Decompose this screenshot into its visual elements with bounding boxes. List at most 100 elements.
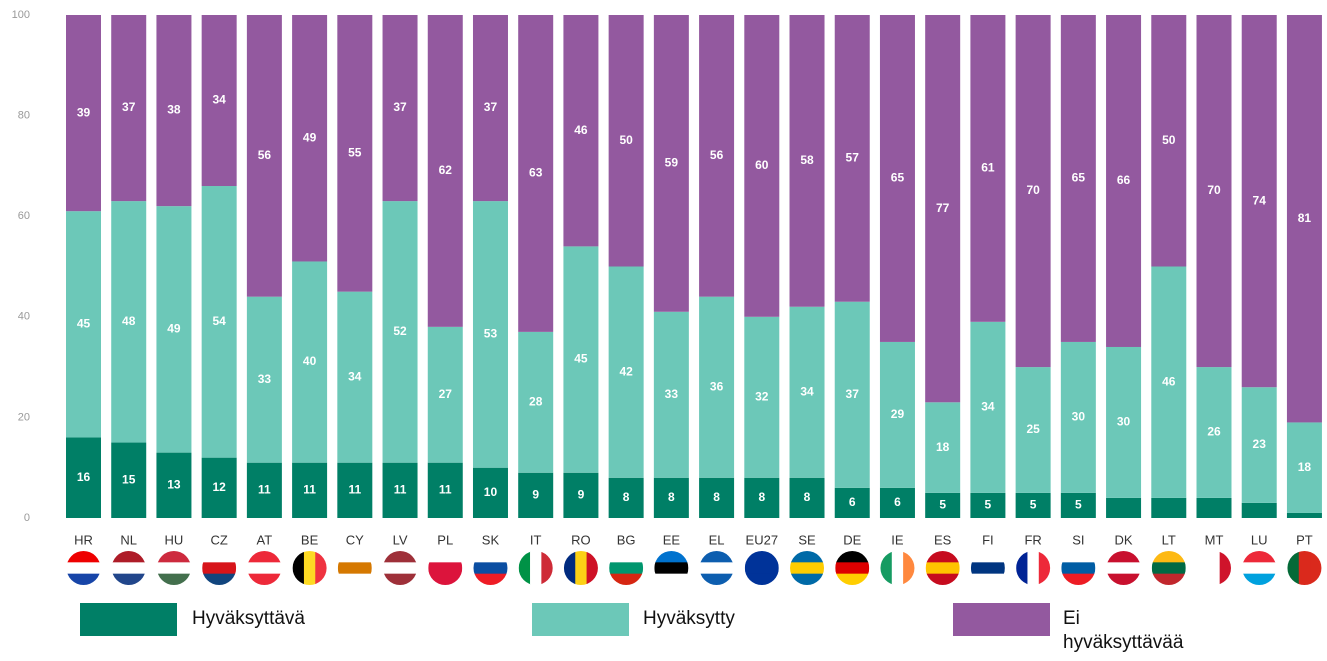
value-label: 46 [574, 123, 588, 137]
flag-stripe [518, 551, 531, 585]
legend-swatch [532, 603, 629, 636]
flag-stripe [1219, 551, 1231, 585]
bar-segment [111, 442, 147, 518]
value-label: 28 [529, 394, 543, 408]
flag-stripe [925, 562, 960, 575]
flag-stripe [428, 551, 463, 563]
bar-segment [653, 15, 689, 312]
bar-segment [744, 15, 780, 317]
bar-segment [970, 15, 1006, 322]
value-label: 9 [578, 488, 585, 502]
flag-stripe [575, 551, 588, 585]
flag-stripe [428, 562, 463, 575]
value-label: 37 [393, 100, 407, 114]
value-label: 34 [981, 400, 995, 414]
flag-stripe [473, 562, 508, 575]
flag [609, 551, 644, 585]
bar-segment [1060, 15, 1096, 342]
bar-segment [970, 492, 1006, 518]
flag-stripe [744, 562, 779, 575]
value-label: 56 [258, 148, 272, 162]
x-tick-label: EU27 [746, 532, 779, 547]
value-label: 48 [122, 314, 136, 328]
flag-stripe [541, 551, 553, 585]
flag [247, 551, 282, 585]
value-label: 53 [484, 327, 498, 341]
x-tick-label: IT [530, 532, 542, 547]
value-label: 46 [1162, 374, 1176, 388]
value-label: 39 [77, 105, 91, 119]
flag-stripe [1106, 562, 1141, 575]
flag [835, 551, 870, 585]
bar-segment [518, 15, 554, 332]
bar-segment [789, 15, 825, 307]
bar-segment [382, 462, 418, 518]
bar-segment [879, 15, 915, 342]
flag-stripe [925, 551, 960, 563]
bar-segment [201, 15, 237, 187]
flag-stripe [609, 562, 644, 575]
flag-stripe [790, 573, 825, 585]
flag-stripe [156, 573, 191, 585]
flag [880, 551, 915, 585]
value-label: 59 [665, 156, 679, 170]
y-tick-label: 40 [18, 311, 30, 323]
flag-stripe [654, 551, 689, 563]
flag-stripe [1242, 573, 1277, 585]
bar-segment [156, 15, 192, 207]
flag-stripe [156, 551, 191, 563]
x-tick-label: PT [1296, 532, 1313, 547]
bar-segment [246, 296, 282, 463]
value-label: 15 [122, 472, 136, 486]
value-label: 18 [1298, 460, 1312, 474]
value-label: 45 [77, 317, 91, 331]
x-tick-label: EL [709, 532, 725, 547]
value-label: 56 [710, 148, 724, 162]
flag [1106, 551, 1141, 585]
value-label: 58 [800, 153, 814, 167]
flag-stripe [530, 551, 542, 585]
bar-segment [879, 487, 915, 518]
bar-segment [699, 296, 735, 478]
bar-segment [653, 311, 689, 478]
bar-segment [427, 326, 463, 463]
x-tick-label: DE [843, 532, 861, 547]
flag-stripe [1061, 573, 1096, 585]
flag-stripe [790, 551, 825, 563]
value-label: 38 [167, 103, 181, 117]
bar-segment [608, 266, 644, 478]
flag-stripe [303, 551, 316, 585]
x-tick-label: RO [571, 532, 591, 547]
value-label: 63 [529, 166, 543, 180]
flag [1151, 551, 1186, 585]
y-tick-label: 80 [18, 110, 30, 122]
x-tick-label: ES [934, 532, 952, 547]
flag-stripe [1287, 551, 1300, 585]
flag-stripe [835, 573, 870, 585]
value-label: 60 [755, 158, 769, 172]
bar-segment [1196, 367, 1232, 498]
y-tick-label: 100 [12, 9, 30, 21]
bar-segment [834, 15, 870, 302]
bar-segment [925, 402, 961, 493]
flag-stripe [1151, 551, 1186, 563]
bar-segment [1015, 367, 1051, 493]
value-label: 26 [1207, 425, 1221, 439]
flag-stripe [202, 562, 237, 575]
y-tick-label: 60 [18, 210, 30, 222]
value-label: 8 [804, 490, 811, 504]
value-label: 13 [167, 477, 181, 491]
flag-stripe [563, 551, 576, 585]
bar-segment [1106, 497, 1142, 518]
bar-segment [156, 452, 192, 518]
value-label: 81 [1298, 211, 1312, 225]
bar-segment [66, 437, 101, 518]
flag-stripe [891, 551, 904, 585]
flag-stripe [586, 551, 598, 585]
flag [1061, 551, 1096, 585]
flag-stripe [654, 562, 689, 575]
flag-stripe [202, 551, 237, 563]
value-label: 18 [936, 440, 950, 454]
bar-segment [1151, 266, 1187, 498]
flag [66, 551, 101, 585]
